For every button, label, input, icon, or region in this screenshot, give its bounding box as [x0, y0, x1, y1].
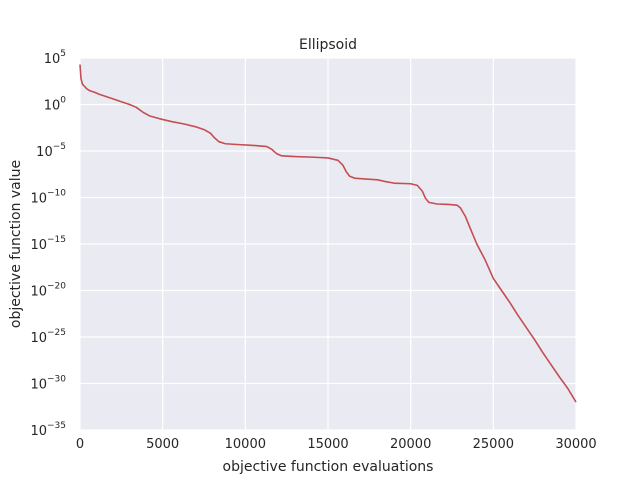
y-tick-label: 10−25 — [30, 328, 66, 346]
x-tick-label: 20000 — [390, 437, 431, 452]
x-tick-label: 25000 — [473, 437, 514, 452]
y-tick-label: 105 — [44, 49, 66, 67]
chart-title: Ellipsoid — [299, 37, 357, 53]
x-tick-label: 15000 — [307, 437, 348, 452]
x-tick-label: 30000 — [555, 437, 596, 452]
x-axis-label: objective function evaluations — [223, 459, 434, 475]
series-group — [79, 64, 577, 403]
y-tick-labels: 105 100 10−5 10−10 10−15 10−20 10−25 10−30 10−35 — [30, 49, 66, 439]
x-tick-label: 10000 — [225, 437, 266, 452]
x-tick-labels: 0 5000 10000 15000 20000 25000 30000 — [76, 437, 597, 452]
y-tick-label: 10−30 — [30, 375, 66, 393]
x-tick-label: 5000 — [146, 437, 179, 452]
y-tick-label: 100 — [44, 96, 67, 114]
y-tick-label: 10−10 — [30, 189, 66, 207]
y-tick-label: 10−15 — [30, 235, 66, 253]
grid — [79, 57, 577, 431]
series-line — [79, 64, 577, 403]
y-tick-label: 10−5 — [36, 142, 66, 160]
y-tick-label: 10−35 — [30, 421, 66, 439]
y-axis-label: objective function value — [8, 160, 24, 328]
x-tick-label: 0 — [76, 437, 84, 452]
y-tick-label: 10−20 — [30, 282, 66, 300]
